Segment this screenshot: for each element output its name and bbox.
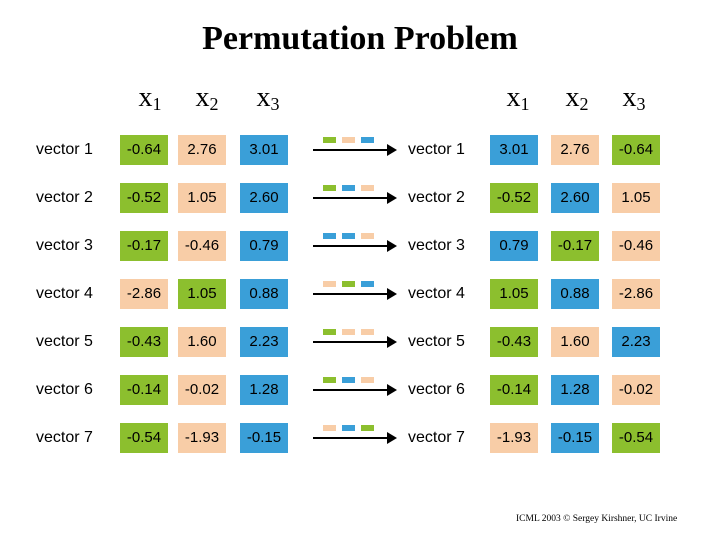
permutation-arrow bbox=[313, 384, 397, 396]
vector-row: vector 5 -0.43 1.60 2.23 vector 5 -0.43 … bbox=[0, 327, 720, 357]
mini-blue-swatch bbox=[361, 137, 374, 143]
mini-green-swatch bbox=[323, 185, 336, 191]
mini-blue-swatch bbox=[342, 185, 355, 191]
cell-right-x1: 0.79 bbox=[490, 231, 538, 261]
header-left-x3: x3 bbox=[256, 82, 280, 114]
footer-credit: ICML 2003 © Sergey Kirshner, UC Irvine bbox=[516, 514, 678, 524]
row-label-left: vector 6 bbox=[36, 381, 93, 398]
permutation-arrow bbox=[313, 192, 397, 204]
cell-right-x1: -0.52 bbox=[490, 183, 538, 213]
mini-green-swatch bbox=[323, 137, 336, 143]
page-title: Permutation Problem bbox=[202, 20, 518, 57]
cell-left-x2: -0.02 bbox=[178, 375, 226, 405]
cell-left-x1: -0.43 bbox=[120, 327, 168, 357]
vector-row: vector 2 -0.52 1.05 2.60 vector 2 -0.52 … bbox=[0, 183, 720, 213]
cell-right-x3: -0.02 bbox=[612, 375, 660, 405]
row-label-right: vector 3 bbox=[408, 237, 465, 254]
vector-row: vector 1 -0.64 2.76 3.01 vector 1 3.01 2… bbox=[0, 135, 720, 165]
header-left-x1: x1 bbox=[138, 82, 162, 114]
cell-right-x2: 2.60 bbox=[551, 183, 599, 213]
cell-right-x1: 3.01 bbox=[490, 135, 538, 165]
cell-left-x1: -0.52 bbox=[120, 183, 168, 213]
header-left-x2: x2 bbox=[195, 82, 219, 114]
mini-blue-swatch bbox=[342, 377, 355, 383]
cell-right-x1: -0.14 bbox=[490, 375, 538, 405]
cell-right-x3: 2.23 bbox=[612, 327, 660, 357]
row-label-right: vector 2 bbox=[408, 189, 465, 206]
cell-right-x3: -2.86 bbox=[612, 279, 660, 309]
cell-right-x2: -0.15 bbox=[551, 423, 599, 453]
vector-row: vector 3 -0.17 -0.46 0.79 vector 3 0.79 … bbox=[0, 231, 720, 261]
mini-orange-swatch bbox=[323, 281, 336, 287]
row-label-right: vector 5 bbox=[408, 333, 465, 350]
cell-left-x2: -0.46 bbox=[178, 231, 226, 261]
header-right-x3: x3 bbox=[622, 82, 646, 114]
permutation-arrow bbox=[313, 288, 397, 300]
cell-right-x2: 2.76 bbox=[551, 135, 599, 165]
header-right-x2: x2 bbox=[565, 82, 589, 114]
cell-right-x3: -0.54 bbox=[612, 423, 660, 453]
cell-left-x1: -0.14 bbox=[120, 375, 168, 405]
cell-right-x3: -0.46 bbox=[612, 231, 660, 261]
row-label-left: vector 2 bbox=[36, 189, 93, 206]
vector-row: vector 4 -2.86 1.05 0.88 vector 4 1.05 0… bbox=[0, 279, 720, 309]
cell-left-x1: -0.64 bbox=[120, 135, 168, 165]
row-label-left: vector 3 bbox=[36, 237, 93, 254]
cell-left-x3: 1.28 bbox=[240, 375, 288, 405]
cell-left-x3: 0.79 bbox=[240, 231, 288, 261]
vector-row: vector 7 -0.54 -1.93 -0.15 vector 7 -1.9… bbox=[0, 423, 720, 453]
row-label-right: vector 7 bbox=[408, 429, 465, 446]
cell-left-x3: 2.60 bbox=[240, 183, 288, 213]
cell-left-x2: 1.60 bbox=[178, 327, 226, 357]
header-right-x1: x1 bbox=[506, 82, 530, 114]
row-label-left: vector 7 bbox=[36, 429, 93, 446]
mini-blue-swatch bbox=[323, 233, 336, 239]
cell-right-x1: -1.93 bbox=[490, 423, 538, 453]
cell-left-x2: 1.05 bbox=[178, 183, 226, 213]
cell-left-x3: 3.01 bbox=[240, 135, 288, 165]
mini-blue-swatch bbox=[342, 233, 355, 239]
mini-orange-swatch bbox=[342, 137, 355, 143]
row-label-right: vector 1 bbox=[408, 141, 465, 158]
cell-right-x1: 1.05 bbox=[490, 279, 538, 309]
cell-right-x1: -0.43 bbox=[490, 327, 538, 357]
mini-green-swatch bbox=[342, 281, 355, 287]
cell-left-x2: -1.93 bbox=[178, 423, 226, 453]
vector-row: vector 6 -0.14 -0.02 1.28 vector 6 -0.14… bbox=[0, 375, 720, 405]
row-label-left: vector 5 bbox=[36, 333, 93, 350]
permutation-arrow bbox=[313, 144, 397, 156]
mini-green-swatch bbox=[323, 329, 336, 335]
row-label-left: vector 1 bbox=[36, 141, 93, 158]
mini-orange-swatch bbox=[323, 425, 336, 431]
cell-left-x1: -2.86 bbox=[120, 279, 168, 309]
permutation-arrow bbox=[313, 432, 397, 444]
cell-left-x2: 1.05 bbox=[178, 279, 226, 309]
cell-right-x2: 1.28 bbox=[551, 375, 599, 405]
cell-right-x2: -0.17 bbox=[551, 231, 599, 261]
cell-left-x3: 0.88 bbox=[240, 279, 288, 309]
permutation-arrow bbox=[313, 240, 397, 252]
row-label-left: vector 4 bbox=[36, 285, 93, 302]
row-label-right: vector 6 bbox=[408, 381, 465, 398]
cell-right-x3: -0.64 bbox=[612, 135, 660, 165]
row-label-right: vector 4 bbox=[408, 285, 465, 302]
mini-green-swatch bbox=[361, 425, 374, 431]
cell-right-x3: 1.05 bbox=[612, 183, 660, 213]
mini-orange-swatch bbox=[361, 329, 374, 335]
cell-left-x1: -0.54 bbox=[120, 423, 168, 453]
permutation-arrow bbox=[313, 336, 397, 348]
cell-left-x2: 2.76 bbox=[178, 135, 226, 165]
cell-left-x1: -0.17 bbox=[120, 231, 168, 261]
mini-orange-swatch bbox=[361, 233, 374, 239]
cell-left-x3: -0.15 bbox=[240, 423, 288, 453]
mini-blue-swatch bbox=[342, 425, 355, 431]
mini-orange-swatch bbox=[361, 185, 374, 191]
mini-blue-swatch bbox=[361, 281, 374, 287]
cell-left-x3: 2.23 bbox=[240, 327, 288, 357]
cell-right-x2: 0.88 bbox=[551, 279, 599, 309]
cell-right-x2: 1.60 bbox=[551, 327, 599, 357]
mini-orange-swatch bbox=[361, 377, 374, 383]
mini-orange-swatch bbox=[342, 329, 355, 335]
mini-green-swatch bbox=[323, 377, 336, 383]
